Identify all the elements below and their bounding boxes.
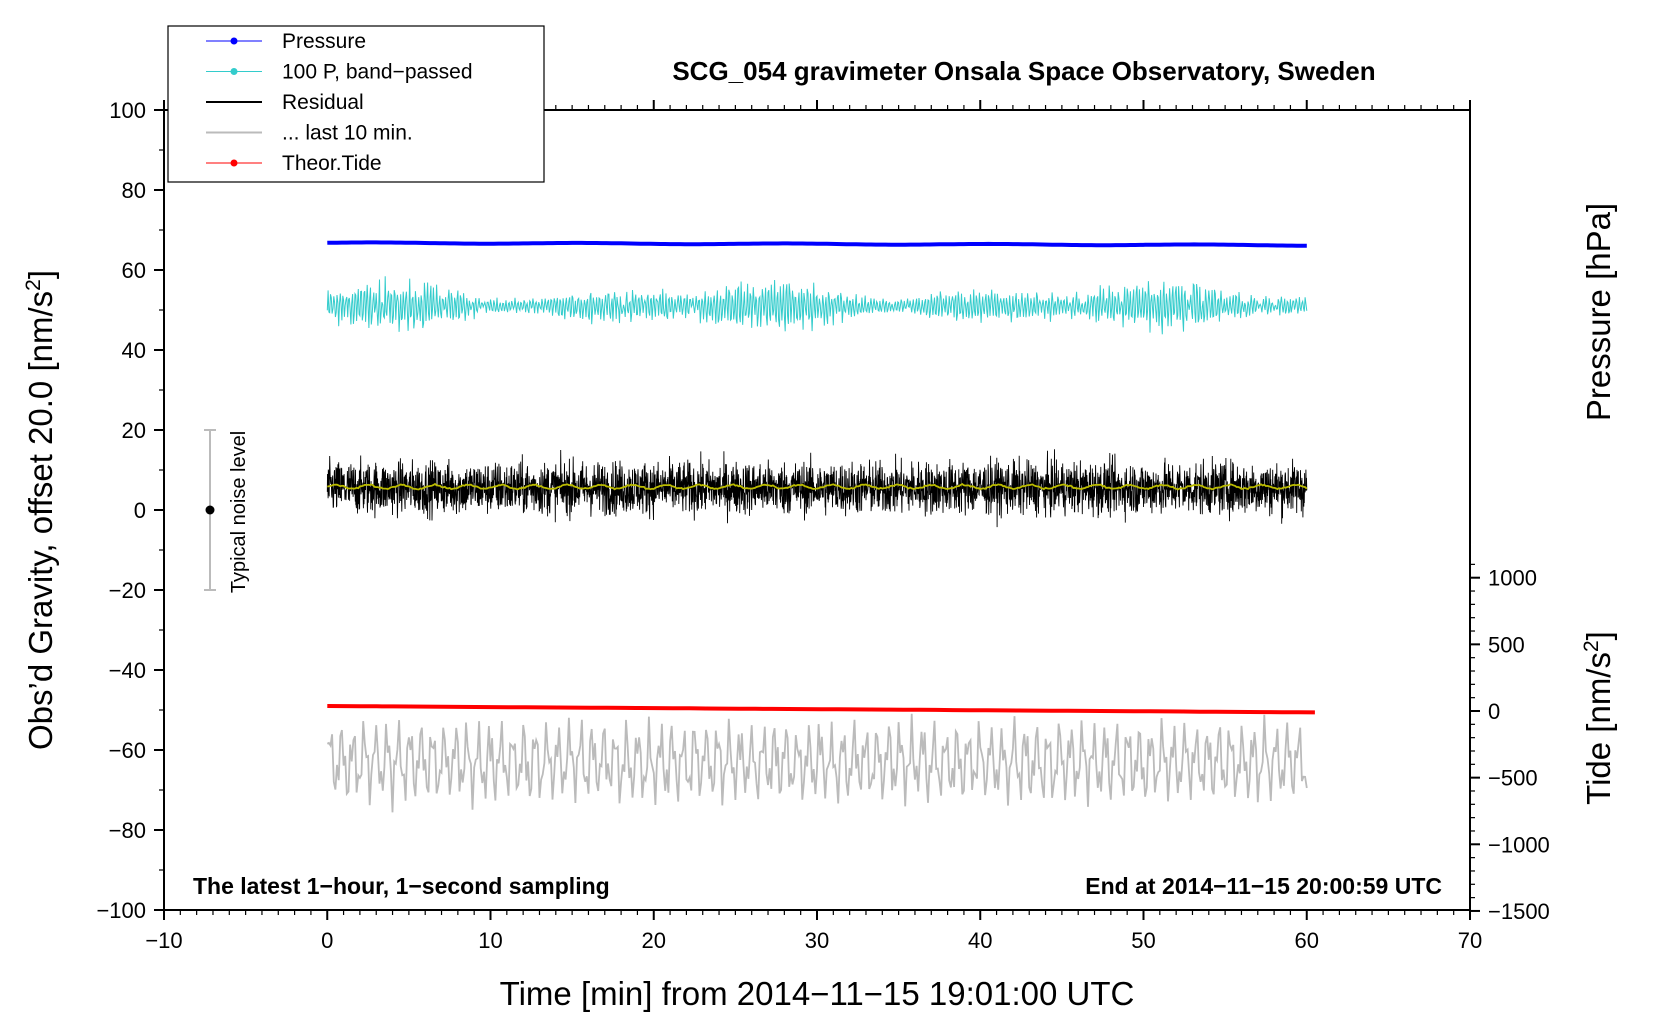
series-pressure xyxy=(327,240,1307,248)
annotation-end-time: End at 2014−11−15 20:00:59 UTC xyxy=(1085,873,1442,899)
legend-label: Residual xyxy=(282,91,364,114)
series-residual xyxy=(326,449,1308,528)
chart-title: SCG_054 gravimeter Onsala Space Observat… xyxy=(672,56,1375,86)
legend-label: ... last 10 min. xyxy=(282,122,413,145)
tide-tick-label: 1000 xyxy=(1488,566,1537,591)
tide-tick-label: −500 xyxy=(1488,766,1538,791)
legend-label: Theor.Tide xyxy=(282,152,382,175)
tide-tick-label: 0 xyxy=(1488,699,1500,724)
tide-tick-label: −1500 xyxy=(1488,899,1550,924)
y-axis-title-left-end: ] xyxy=(22,270,59,279)
x-tick-label: −10 xyxy=(145,928,182,953)
x-tick-label: 60 xyxy=(1295,928,1319,953)
y-tick-label: 80 xyxy=(122,178,146,203)
noise-bar-center-dot xyxy=(205,505,215,515)
y-axis-title-left-sup: 2 xyxy=(22,279,45,291)
legend-swatch-dot xyxy=(230,159,238,167)
legend: Pressure 100 P, band−passed Residual ... la… xyxy=(167,25,545,183)
noise-level-indicator: Typical noise level xyxy=(204,429,250,593)
y-axis-tide: 1000 500 0 −500 −1000 −1500 xyxy=(1470,563,1550,924)
y-tick-label: 40 xyxy=(122,338,146,363)
y-tick-label: 60 xyxy=(122,258,146,283)
y-tick-label: −20 xyxy=(109,578,146,603)
tide-tick-label: 500 xyxy=(1488,632,1525,657)
y-axis-title-pressure: Pressure [hPa] xyxy=(1580,203,1617,421)
tide-tick-label: −1000 xyxy=(1488,832,1550,857)
x-tick-label: 20 xyxy=(642,928,666,953)
y-axis-title-tide: Tide [nm/s2] xyxy=(1580,631,1617,805)
series-last-10-min xyxy=(326,713,1308,813)
y-tick-label: 20 xyxy=(122,418,146,443)
legend-label: Pressure xyxy=(282,30,366,53)
x-axis-title: Time [min] from 2014−11−15 19:01:00 UTC xyxy=(500,975,1135,1012)
y-axis-title-tide-main: Tide [nm/s xyxy=(1580,652,1617,805)
y-tick-label: −40 xyxy=(109,658,146,683)
y-tick-label: 100 xyxy=(109,98,146,123)
y-axis-title-left-main: Obs’d Gravity, offset 20.0 [nm/s xyxy=(22,291,59,750)
legend-box xyxy=(167,25,545,183)
annotation-sampling: The latest 1−hour, 1−second sampling xyxy=(193,873,610,899)
x-tick-label: 40 xyxy=(968,928,992,953)
y-axis-left: 100 80 60 40 20 0 −20 −40 −60 −80 −100 xyxy=(96,98,164,923)
series-layer xyxy=(326,240,1315,813)
x-tick-label: 10 xyxy=(478,928,502,953)
y-tick-label: −80 xyxy=(109,818,146,843)
x-axis: −10 0 10 20 30 40 50 60 70 xyxy=(145,910,1482,953)
x-tick-label: 30 xyxy=(805,928,829,953)
x-tick-label: 0 xyxy=(321,928,333,953)
legend-entries: Pressure 100 P, band−passed Residual ... la… xyxy=(206,30,473,175)
series-smoothed-residual xyxy=(327,482,1308,491)
legend-label: 100 P, band−passed xyxy=(282,61,473,84)
y-axis-title-tide-end: ] xyxy=(1580,631,1617,640)
y-axis-title-tide-sup: 2 xyxy=(1580,640,1603,652)
y-tick-label: −60 xyxy=(109,738,146,763)
legend-swatch-dot xyxy=(230,37,238,45)
plot-frame xyxy=(163,109,1471,911)
noise-level-label: Typical noise level xyxy=(228,431,250,593)
y-tick-label: 0 xyxy=(134,498,146,523)
series-theor-tide xyxy=(327,704,1315,715)
legend-swatch-dot xyxy=(230,68,238,75)
series-band-passed xyxy=(326,276,1308,335)
x-tick-label: 50 xyxy=(1131,928,1155,953)
x-tick-label: 70 xyxy=(1458,928,1482,953)
y-axis-title-left: Obs’d Gravity, offset 20.0 [nm/s2] xyxy=(22,270,59,750)
y-tick-label: −100 xyxy=(96,898,146,923)
